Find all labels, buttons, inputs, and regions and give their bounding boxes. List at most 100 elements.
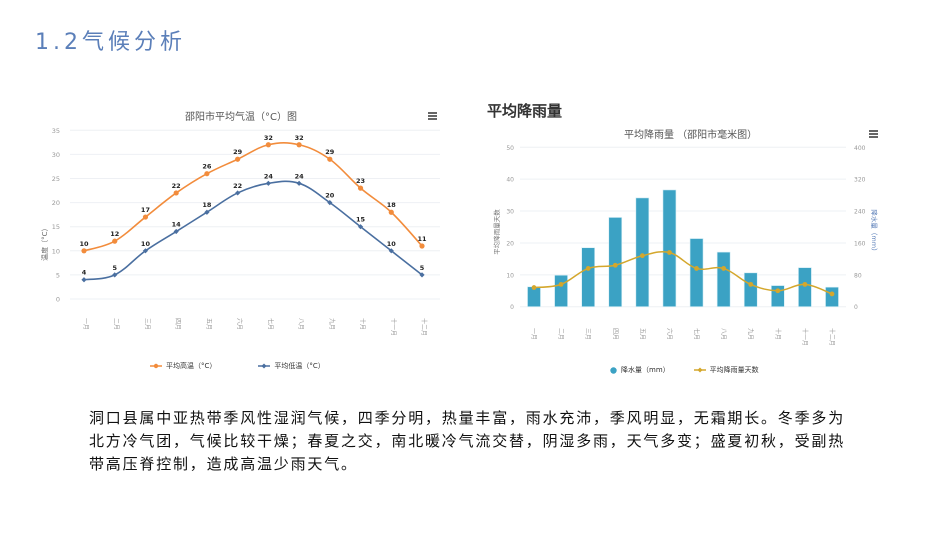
rainfall-bar xyxy=(743,272,758,308)
x-tick-label: 一月 xyxy=(530,328,537,340)
legend-low-label: 平均低温（°C） xyxy=(274,362,325,370)
legend-low-marker-icon xyxy=(258,363,271,369)
x-tick-label: 九月 xyxy=(328,318,336,330)
x-tick-label: 三月 xyxy=(143,318,150,330)
data-label: 24 xyxy=(264,172,274,180)
y-left-tick-label: 10 xyxy=(506,272,514,279)
data-label: 22 xyxy=(233,182,242,190)
y-tick-label: 35 xyxy=(52,127,60,135)
x-tick-label: 七月 xyxy=(266,318,274,330)
data-point xyxy=(235,190,241,196)
legend-high-label: 平均高温（°C） xyxy=(166,362,217,370)
x-tick-label: 二月 xyxy=(113,318,120,330)
data-point xyxy=(357,185,364,191)
data-label: 17 xyxy=(141,206,150,214)
y-tick-label: 0 xyxy=(56,296,60,304)
data-label: 10 xyxy=(141,240,151,248)
rainfall-bar xyxy=(635,197,650,307)
data-point xyxy=(173,228,179,235)
rainfall-bar xyxy=(662,189,677,307)
y-tick-label: 30 xyxy=(52,151,60,159)
data-point xyxy=(388,209,394,215)
rainfall-bar xyxy=(798,267,812,308)
rainfall-bar xyxy=(825,286,839,307)
y-tick-label: 5 xyxy=(56,271,60,279)
data-point xyxy=(531,285,537,290)
x-tick-label: 十二月 xyxy=(828,328,836,346)
data-label: 5 xyxy=(112,264,117,272)
data-point xyxy=(235,156,241,162)
data-point xyxy=(419,243,425,249)
y-tick-label: 20 xyxy=(52,199,60,207)
x-tick-label: 十月 xyxy=(774,328,782,340)
x-tick-label: 二月 xyxy=(557,328,564,340)
x-tick-label: 十一月 xyxy=(389,318,397,336)
data-label: 18 xyxy=(202,201,212,209)
legend-high-marker-icon xyxy=(150,363,162,369)
data-label: 24 xyxy=(295,172,305,180)
rain-chart-menu-icon[interactable] xyxy=(869,130,878,138)
data-label: 10 xyxy=(79,240,89,248)
data-label: 20 xyxy=(325,192,335,200)
data-point xyxy=(142,214,149,220)
y-right-tick-label: 80 xyxy=(854,272,862,279)
data-point xyxy=(142,248,149,254)
x-tick-label: 四月 xyxy=(174,318,181,330)
data-label: 14 xyxy=(172,221,182,229)
rainfall-bar xyxy=(716,251,731,308)
legend-item-rainfall[interactable]: 降水量（mm） xyxy=(610,365,670,375)
data-point xyxy=(327,200,333,206)
x-tick-label: 十一月 xyxy=(801,328,809,346)
data-point xyxy=(265,142,271,148)
data-point xyxy=(112,238,118,244)
rain-section-title: 平均降雨量 xyxy=(487,102,563,120)
data-label: 26 xyxy=(202,163,212,171)
y-left-tick-label: 50 xyxy=(506,145,514,152)
data-point xyxy=(748,281,754,287)
series-line xyxy=(83,142,423,252)
x-tick-label: 八月 xyxy=(297,318,304,330)
y-right-tick-label: 400 xyxy=(854,145,866,152)
data-label: 15 xyxy=(356,216,366,224)
rain-chart-title: 平均降雨量 （邵阳市毫米图） xyxy=(624,130,758,141)
data-label: 29 xyxy=(325,148,335,156)
data-point xyxy=(81,277,87,283)
data-point xyxy=(204,171,210,177)
x-tick-label: 十月 xyxy=(359,318,367,330)
data-label: 22 xyxy=(172,182,181,190)
data-point xyxy=(694,266,699,271)
data-point xyxy=(265,180,271,186)
x-tick-label: 一月 xyxy=(82,318,89,330)
data-point xyxy=(327,156,333,162)
legend-raindays-marker-icon xyxy=(693,367,706,373)
x-tick-label: 四月 xyxy=(611,328,618,340)
legend-item-raindays[interactable]: 平均降雨量天数 xyxy=(693,365,759,375)
legend-item-high[interactable]: 平均高温（°C） xyxy=(150,361,216,371)
rainfall-bar xyxy=(554,274,568,308)
data-label: 32 xyxy=(264,134,273,142)
y-axis-label: 温度（°C） xyxy=(40,224,49,260)
data-point xyxy=(721,266,727,271)
data-label: 32 xyxy=(295,134,304,142)
series-line xyxy=(83,180,423,281)
rain-chart: 0 0 10 80 20 160 30 240 40 320 50 400 平均降雨量天数 降水量（mm）… xyxy=(492,145,879,346)
y-right-axis-label: 降水量（mm） xyxy=(870,209,879,254)
x-tick-label: 九月 xyxy=(747,328,755,340)
y-left-tick-label: 40 xyxy=(506,177,514,184)
data-point xyxy=(357,224,364,230)
y-left-tick-label: 30 xyxy=(506,209,514,216)
data-label: 4 xyxy=(82,269,87,277)
data-label: 10 xyxy=(387,240,397,248)
data-label: 29 xyxy=(233,148,243,156)
legend-item-low[interactable]: 平均低温（°C） xyxy=(258,361,325,371)
data-point xyxy=(612,262,618,268)
y-left-tick-label: 20 xyxy=(506,240,514,247)
data-point xyxy=(829,291,835,297)
y-right-tick-label: 320 xyxy=(854,177,866,184)
x-tick-label: 五月 xyxy=(205,318,212,330)
data-label: 11 xyxy=(417,235,427,243)
data-label: 18 xyxy=(387,201,397,209)
y-left-axis-label: 平均降雨量天数 xyxy=(492,209,501,255)
x-tick-label: 八月 xyxy=(720,328,727,340)
temp-chart-menu-icon[interactable] xyxy=(428,112,437,120)
